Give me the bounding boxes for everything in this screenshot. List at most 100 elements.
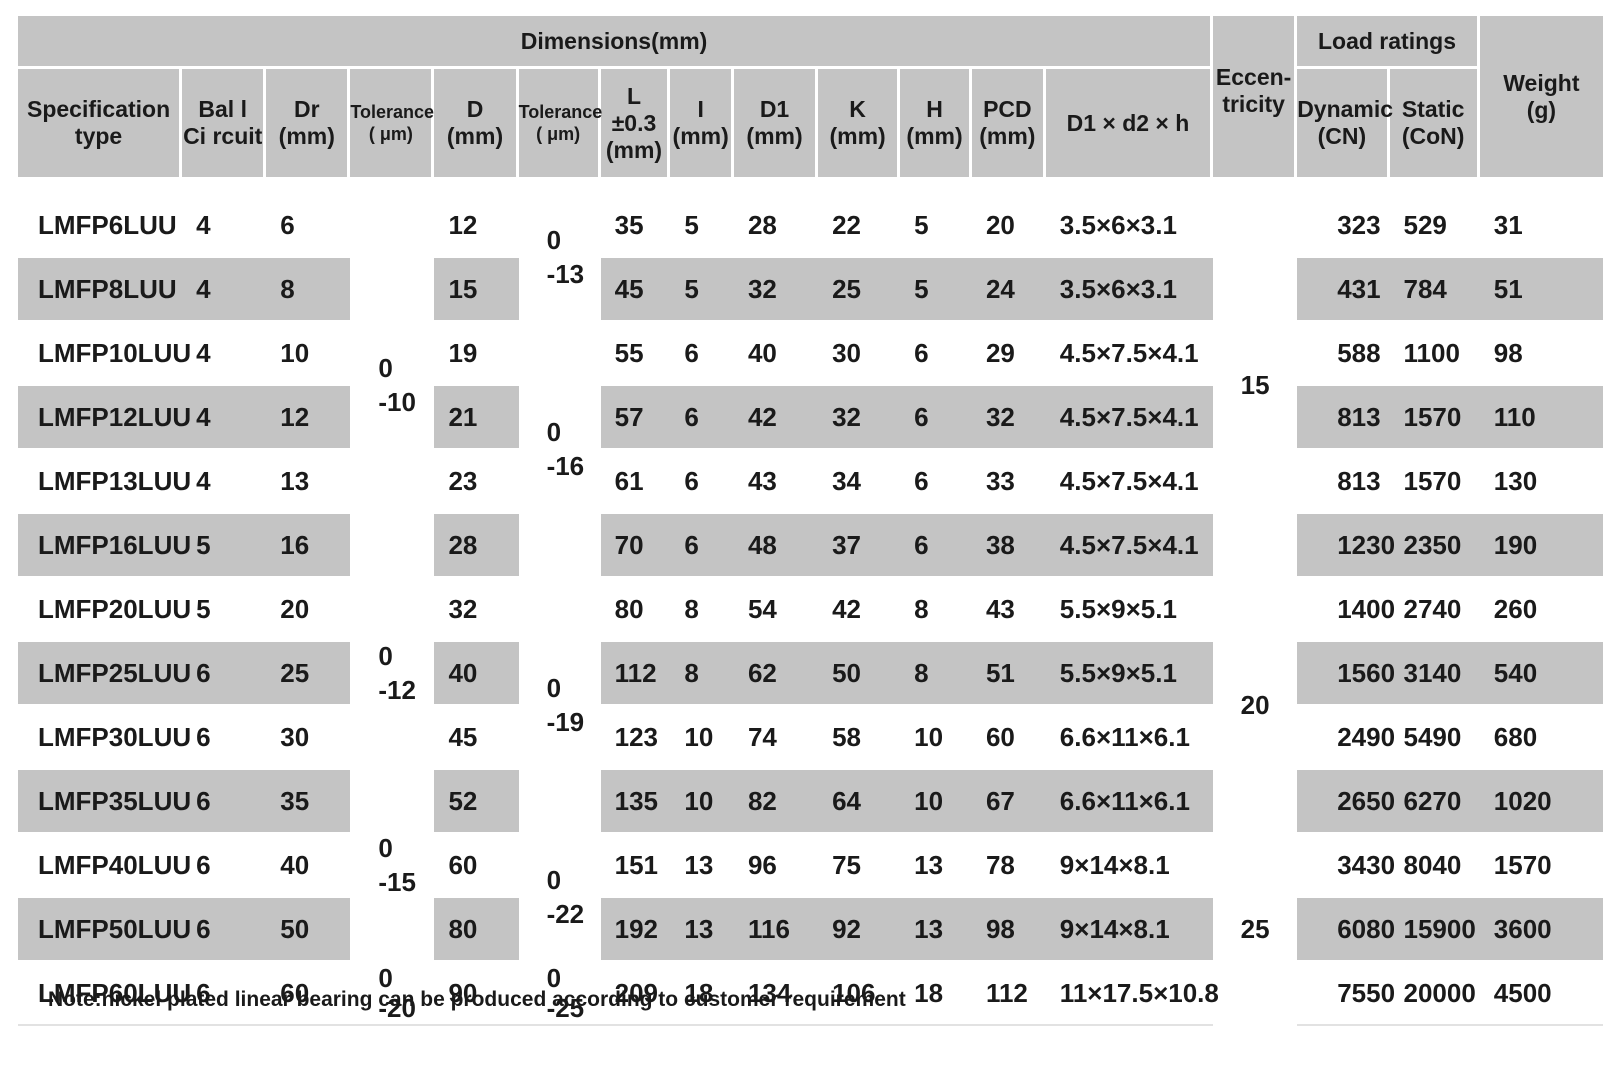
k-cell: 42 [818, 578, 901, 642]
tolerance-lower: -12 [378, 675, 416, 705]
h-cell: 13 [900, 898, 972, 962]
weight-cell: 130 [1479, 450, 1603, 514]
d1-cell: 82 [733, 770, 819, 834]
ball-circuit-cell: 5 [182, 514, 267, 578]
dr-cell: 25 [266, 642, 351, 706]
l-cell: 123 [600, 706, 671, 770]
k-cell: 32 [818, 386, 901, 450]
h-cell: 6 [900, 322, 972, 386]
i-cell: 8 [670, 578, 734, 642]
pcd-cell: 43 [971, 578, 1046, 642]
dr-cell: 6 [266, 180, 351, 258]
d-cell: 90 [434, 962, 519, 1026]
eccentricity-header-text: Eccen- tricity [1215, 64, 1292, 117]
spec-cell: LMFP16LUU [18, 514, 191, 578]
d1-cell: 96 [733, 834, 819, 898]
static-cell: 6270 [1389, 770, 1480, 834]
l-cell: 57 [600, 386, 671, 450]
eccentricity-header: Eccen- tricity [1213, 16, 1298, 180]
tolerance-d-header-text: Tolerance ( μm) [518, 102, 603, 144]
d-cell: 32 [434, 578, 519, 642]
h-cell: 18 [900, 962, 972, 1026]
i-cell: 18 [670, 962, 734, 1026]
static-cell: 1570 [1389, 386, 1480, 450]
static-header-text: Static (CoN) [1401, 96, 1465, 149]
d1-cell: 134 [733, 962, 819, 1026]
table-row: LMFP12LUU 4 12 21 57 6 42 32 6 32 4.5×7.… [18, 386, 1603, 450]
k-cell: 106 [818, 962, 901, 1026]
d1-cell: 116 [733, 898, 819, 962]
tolerance-d-cell: 0 -22 [518, 834, 601, 962]
l-cell: 192 [600, 898, 671, 962]
d-cell: 80 [434, 898, 519, 962]
d-cell: 45 [434, 706, 519, 770]
d-cell: 28 [434, 514, 519, 578]
spec-type-header: Specification type [18, 69, 183, 180]
l-cell: 45 [600, 258, 671, 322]
d1-cell: 48 [733, 514, 819, 578]
h-cell: 5 [900, 258, 972, 322]
weight-cell: 31 [1479, 180, 1603, 258]
ball-circuit-cell: 4 [182, 450, 267, 514]
table-row: LMFP10LUU 4 10 19 0 -16 55 6 40 30 6 29 … [18, 322, 1603, 578]
static-cell: 15900 [1389, 898, 1480, 962]
d1-header-text: D1 (mm) [746, 96, 803, 149]
weight-cell: 680 [1479, 706, 1603, 770]
d1d2h-cell: 4.5×7.5×4.1 [1045, 450, 1214, 514]
tolerance-d-cell: 0 -19 [518, 578, 601, 834]
spec-table: Dimensions(mm) Eccen- tricity Load ratin… [18, 16, 1603, 1026]
l-header-text: L ±0.3 (mm) [605, 82, 663, 163]
dr-cell: 10 [266, 322, 351, 386]
tolerance-upper: 0 [378, 353, 393, 383]
d1d2h-cell: 4.5×7.5×4.1 [1045, 514, 1214, 578]
h-cell: 10 [900, 770, 972, 834]
d-cell: 15 [434, 258, 519, 322]
d1-cell: 62 [733, 642, 819, 706]
dr-cell: 60 [266, 962, 351, 1026]
i-cell: 8 [670, 642, 734, 706]
spec-cell: LMFP10LUU [18, 322, 191, 386]
tolerance-upper: 0 [546, 225, 562, 255]
d-header-text: D (mm) [446, 96, 504, 149]
ball-circuit-cell: 6 [182, 642, 267, 706]
ball-circuit-cell: 6 [182, 706, 267, 770]
weight-cell: 540 [1479, 642, 1603, 706]
k-cell: 34 [818, 450, 901, 514]
spec-cell: LMFP8LUU [18, 258, 183, 322]
pcd-cell: 33 [971, 450, 1046, 514]
k-cell: 22 [818, 180, 901, 258]
h-cell: 6 [900, 386, 972, 450]
static-cell: 3140 [1389, 642, 1480, 706]
k-cell: 30 [818, 322, 901, 386]
i-cell: 6 [670, 386, 734, 450]
i-cell: 13 [670, 898, 734, 962]
ball-circuit-cell: 5 [182, 578, 267, 642]
weight-cell: 1020 [1479, 770, 1603, 834]
tolerance-lower: -25 [546, 993, 585, 1023]
h-cell: 5 [900, 180, 972, 258]
eccentricity-cell: 20 [1213, 578, 1298, 834]
dynamic-cell: 1400 [1297, 578, 1395, 642]
spec-cell: LMFP40LUU [18, 834, 191, 898]
pcd-header: PCD (mm) [971, 69, 1046, 180]
l-cell: 61 [600, 450, 671, 514]
tolerance-upper: 0 [378, 963, 393, 993]
dr-cell: 35 [266, 770, 351, 834]
i-cell: 10 [670, 706, 734, 770]
d1-header: D1 (mm) [733, 69, 819, 180]
tolerance-dr-cell: 0 -12 [350, 578, 435, 770]
dr-header-text: Dr (mm) [278, 96, 335, 149]
static-cell: 529 [1389, 180, 1480, 258]
l-cell: 135 [600, 770, 671, 834]
tolerance-dr-header-text: Tolerance ( μm) [350, 102, 435, 144]
d1d2h-cell: 6.6×11×6.1 [1045, 706, 1214, 770]
l-cell: 209 [600, 962, 671, 1026]
tolerance-dr-cell: 0 -15 [350, 770, 435, 962]
d-cell: 52 [434, 770, 519, 834]
ball-circuit-cell: 6 [182, 898, 267, 962]
weight-cell: 98 [1479, 322, 1603, 386]
weight-cell: 4500 [1479, 962, 1603, 1026]
d1-cell: 54 [733, 578, 819, 642]
dynamic-cell: 2490 [1297, 706, 1395, 770]
d1-cell: 32 [733, 258, 819, 322]
